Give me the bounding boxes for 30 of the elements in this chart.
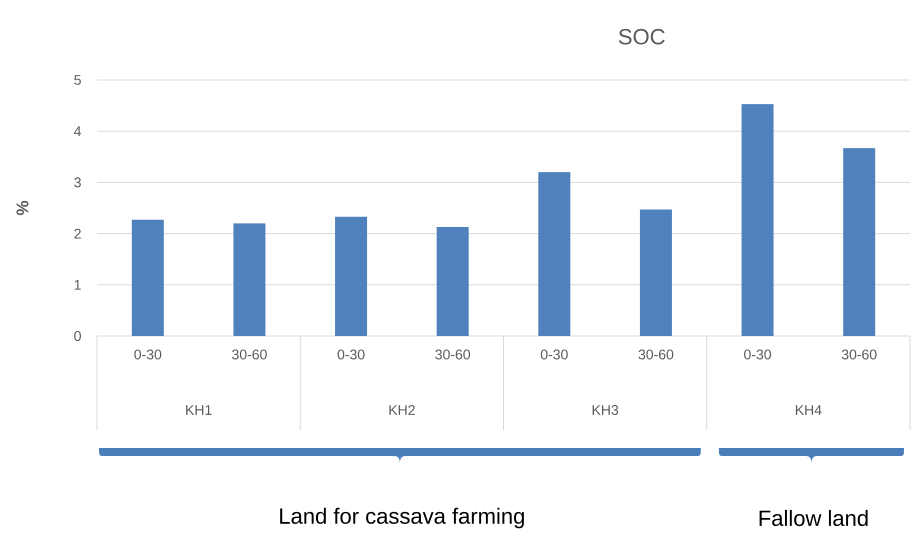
bar: [843, 148, 876, 336]
x-tick-label: 30-60: [842, 350, 877, 360]
x-tick-label: 0-30: [338, 350, 365, 360]
y-tick-label: 5: [74, 75, 81, 85]
y-tick-label: 3: [74, 177, 81, 188]
bar: [335, 216, 368, 336]
bar: [436, 226, 469, 336]
text: Land for cassava farming: [280, 508, 524, 528]
text: KH2: [389, 405, 415, 415]
text: KH1: [186, 405, 212, 415]
x-tick-label: 0-30: [540, 350, 568, 360]
x-tick-label: 0-30: [744, 350, 772, 360]
text: KH4: [796, 405, 822, 415]
x-tick-label: 30-60: [638, 350, 674, 360]
bar: [538, 172, 570, 336]
x-tick-label: 0-30: [134, 350, 162, 360]
x-tick-label: 30-60: [435, 350, 470, 360]
x-tick-label: 30-60: [232, 350, 267, 360]
bar: [233, 223, 266, 336]
bar: [640, 210, 672, 336]
y-tick-label: 4: [74, 126, 82, 136]
text: KH3: [592, 405, 618, 415]
y-tick-label: 1: [74, 280, 81, 290]
chart-title: SOC: [618, 28, 665, 44]
y-tick-label: 2: [74, 228, 81, 238]
text: Fallow land: [760, 510, 868, 526]
y-tick-label: 0: [74, 331, 81, 341]
y-axis-title: %: [16, 200, 28, 216]
bar: [742, 104, 774, 336]
bar: [132, 220, 164, 336]
